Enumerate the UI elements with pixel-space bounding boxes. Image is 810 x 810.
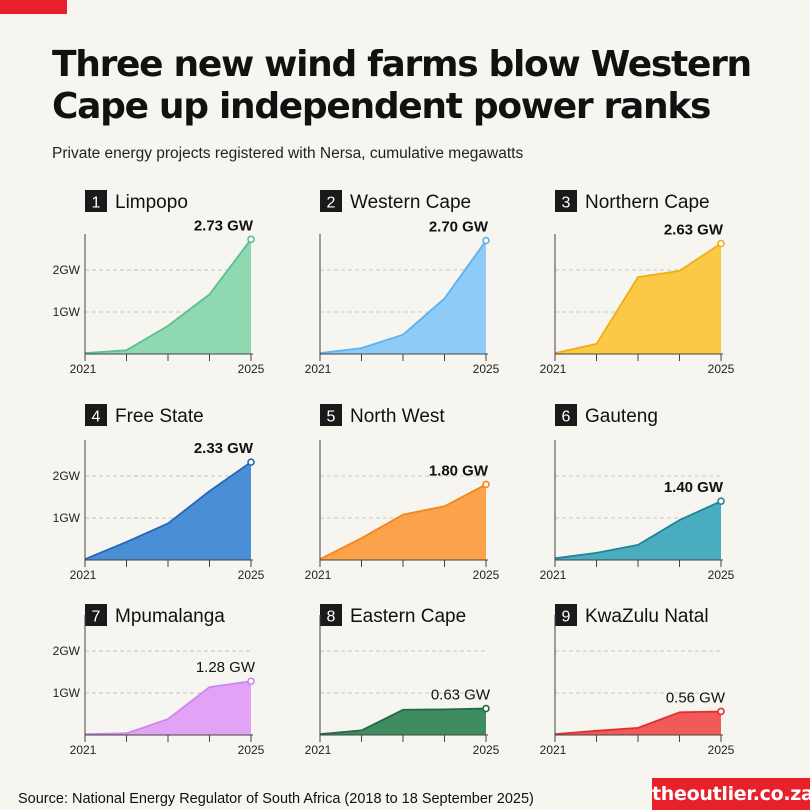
chart-3-rank-number: 3 (562, 195, 571, 212)
chart-6-end-value-label: 1.40 GW (664, 479, 724, 496)
chart-1-region-label: Limpopo (115, 192, 188, 213)
chart-9-rank-badge (555, 604, 577, 626)
chart-7-series-line (84, 680, 252, 736)
chart-9-end-point (717, 707, 725, 716)
chart-6-series-line (554, 500, 722, 560)
chart-2-rank-badge (320, 190, 342, 212)
chart-7-x-tick-label-end: 2025 (238, 743, 265, 757)
chart-7-region-label: Mpumalanga (115, 606, 225, 627)
chart-9-series-line (554, 710, 722, 736)
chart-1-y-tick-label: 1GW (53, 305, 81, 319)
chart-7-y-tick-label: 2GW (53, 644, 81, 658)
chart-2-x-tick-label-end: 2025 (473, 362, 500, 376)
chart-2-region-label: Western Cape (350, 192, 471, 213)
chart-2-end-point (482, 236, 490, 245)
chart-9-area (555, 711, 721, 735)
chart-5-x-tick-label-start: 2021 (305, 568, 332, 582)
chart-2-series-line (319, 240, 487, 355)
chart-3-region-label: Northern Cape (585, 192, 710, 213)
chart-9-x-tick-label-end: 2025 (708, 743, 735, 757)
chart-9-rank-number: 9 (562, 609, 571, 626)
chart-4-x-tick-label-start: 2021 (70, 568, 97, 582)
chart-1-end-value-label: 2.73 GW (194, 217, 254, 234)
chart-2-x-tick-label-start: 2021 (305, 362, 332, 376)
chart-3-x-tick-label-start: 2021 (540, 362, 567, 376)
chart-5-region-label: North West (350, 406, 445, 427)
chart-3-end-value-label: 2.63 GW (664, 222, 724, 239)
chart-7-y-tick-label: 1GW (53, 686, 81, 700)
chart-6-rank-number: 6 (562, 409, 571, 426)
chart-9-end-value-label: 0.56 GW (666, 689, 726, 706)
chart-6-end-point (717, 497, 725, 506)
chart-3-rank-badge (555, 190, 577, 212)
chart-5-rank-badge (320, 404, 342, 426)
source-note: Source: National Energy Regulator of Sou… (18, 791, 534, 807)
chart-3-x-tick-label-end: 2025 (708, 362, 735, 376)
page-subtitle: Private energy projects registered with … (52, 145, 524, 162)
chart-9-x-tick-label-start: 2021 (540, 743, 567, 757)
chart-6-area (555, 501, 721, 560)
chart-2-rank-number: 2 (327, 195, 336, 212)
chart-2-end-value-label: 2.70 GW (429, 219, 489, 236)
chart-8-x-tick-label-end: 2025 (473, 743, 500, 757)
chart-8-series-line (319, 707, 487, 736)
chart-1-series-line (84, 238, 252, 355)
chart-8-region-label: Eastern Cape (350, 606, 466, 627)
chart-5-series-line (319, 483, 487, 560)
chart-5-x-tick-label-end: 2025 (473, 568, 500, 582)
chart-6-x-tick-label-end: 2025 (708, 568, 735, 582)
chart-4-end-value-label: 2.33 GW (194, 440, 254, 457)
chart-1-rank-number: 1 (92, 195, 101, 212)
chart-4-end-point (247, 458, 255, 466)
chart-8-end-point (482, 704, 490, 713)
chart-4-rank-number: 4 (92, 409, 101, 426)
chart-4-area (85, 462, 251, 560)
chart-7-area (85, 681, 251, 735)
chart-8-area (320, 708, 486, 735)
page-title: Three new wind farms blow Western Cape up… (52, 44, 792, 128)
chart-7-rank-badge (85, 604, 107, 626)
chart-4-y-tick-label: 1GW (53, 511, 81, 525)
title-line-1: Three new wind farms blow Western (52, 44, 752, 85)
chart-8-rank-badge (320, 604, 342, 626)
chart-5-area (320, 484, 486, 560)
chart-6-x-tick-label-start: 2021 (540, 568, 567, 582)
chart-6-rank-badge (555, 404, 577, 426)
chart-1-area (85, 239, 251, 354)
chart-3-series-line (554, 242, 722, 355)
chart-7-end-point (247, 677, 255, 686)
chart-4-y-tick-label: 2GW (53, 469, 81, 483)
chart-7-rank-number: 7 (92, 609, 101, 626)
chart-8-end-value-label: 0.63 GW (431, 687, 491, 704)
chart-1-rank-badge (85, 190, 107, 212)
chart-8-x-tick-label-start: 2021 (305, 743, 332, 757)
chart-1-x-tick-label-start: 2021 (70, 362, 97, 376)
chart-5-end-point (482, 480, 490, 489)
chart-3-end-point (717, 239, 725, 248)
chart-1-y-tick-label: 2GW (53, 263, 81, 277)
chart-5-rank-number: 5 (327, 409, 336, 426)
chart-8-rank-number: 8 (327, 609, 336, 626)
chart-7-x-tick-label-start: 2021 (70, 743, 97, 757)
chart-1-x-tick-label-end: 2025 (238, 362, 265, 376)
chart-4-series-line (84, 461, 252, 560)
chart-5-end-value-label: 1.80 GW (429, 462, 489, 479)
chart-1-end-point (247, 235, 255, 244)
chart-6-region-label: Gauteng (585, 406, 658, 427)
chart-4-rank-badge (85, 404, 107, 426)
chart-9-region-label: KwaZulu Natal (585, 606, 709, 627)
title-line-2: Cape up independent power ranks (52, 86, 711, 127)
brand-accent-bar (0, 0, 67, 14)
chart-2-area (320, 240, 486, 354)
chart-4-region-label: Free State (115, 406, 204, 427)
brand-logo[interactable]: theoutlier.co.za (652, 778, 810, 810)
chart-7-end-value-label: 1.28 GW (196, 659, 256, 676)
chart-4-x-tick-label-end: 2025 (238, 568, 265, 582)
